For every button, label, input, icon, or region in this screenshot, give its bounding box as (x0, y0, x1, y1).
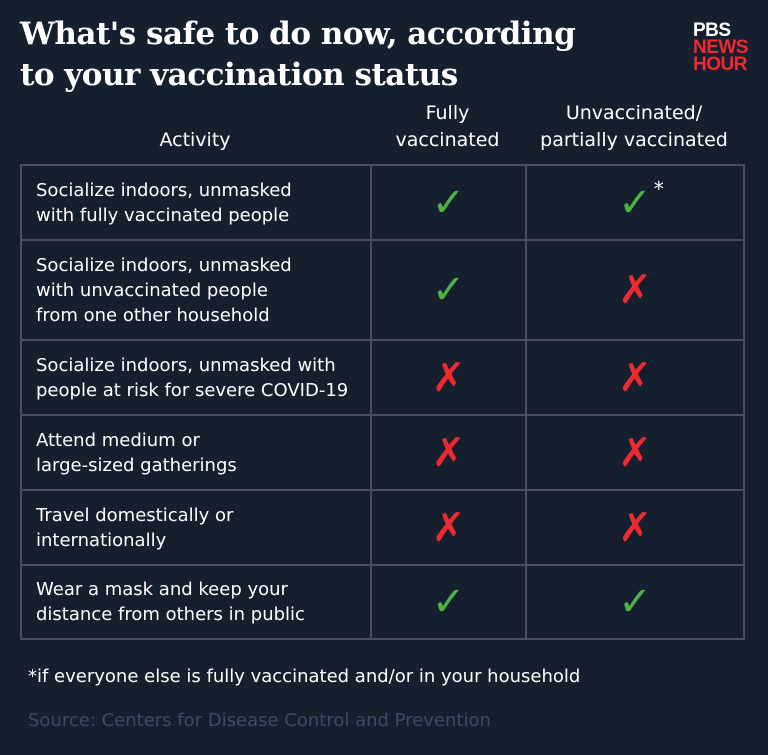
table-row: Wear a mask and keep your distance from o… (20, 564, 745, 640)
header-unvaccinated: Unvaccinated/partially vaccinated (520, 100, 748, 154)
source: Source: Centers for Disease Control and … (28, 710, 491, 731)
activity-text: internationally (36, 529, 167, 551)
unvax-cell: ✗ (525, 339, 745, 416)
activity-text: Attend medium or (36, 429, 200, 451)
check-icon: ✓ (431, 179, 466, 226)
logo-pbs: PBS (693, 20, 731, 41)
check-icon: ✓ (431, 267, 466, 313)
title-line-2: to your vaccination status (20, 57, 458, 93)
cross-icon: ✗ (618, 429, 652, 476)
cross-icon: ✗ (431, 504, 466, 551)
activity-text: from one other household (36, 304, 270, 326)
table-row: Socialize indoors, unmasked with fully va… (20, 164, 745, 241)
fully-cell: ✗ (370, 414, 527, 491)
header-unvax-line1: Unvaccinated/ (565, 102, 703, 124)
header-fully-vaccinated: Fully vaccinated (370, 100, 525, 154)
logo-news: NEWS (693, 37, 749, 58)
logo-hour: HOUR (693, 54, 747, 75)
activity-text: Socialize indoors, unmasked (36, 254, 292, 276)
header-unvax-line2: partially vaccinated (540, 129, 728, 151)
unvax-cell: ✗ (525, 489, 745, 566)
check-icon: ✓ (431, 579, 466, 625)
cross-icon: ✗ (618, 354, 652, 401)
activity-text: with unvaccinated people (36, 279, 268, 301)
page-title: What's safe to do now, according to your … (20, 14, 576, 96)
activity-cell: Socialize indoors, unmasked with people a… (20, 339, 372, 416)
fully-cell: ✓ (370, 564, 527, 640)
footnote: *if everyone else is fully vaccinated an… (28, 666, 581, 687)
title-line-1: What's safe to do now, according (20, 16, 576, 52)
unvax-cell: ✓ (525, 564, 745, 640)
activity-text: with fully vaccinated people (36, 204, 290, 226)
activity-text: people at risk for severe COVID-19 (36, 379, 349, 401)
header-activity: Activity (159, 129, 231, 151)
activity-cell: Attend medium or large-sized gatherings (20, 414, 372, 491)
fully-cell: ✗ (370, 339, 527, 416)
vaccination-activity-table: Socialize indoors, unmasked with fully va… (20, 164, 745, 640)
fully-cell: ✓ (370, 164, 527, 241)
cross-icon: ✗ (431, 354, 466, 401)
activity-text: Socialize indoors, unmasked (36, 179, 292, 201)
activity-cell: Socialize indoors, unmasked with unvaccin… (20, 239, 372, 341)
pbs-newshour-logo: PBS NEWS HOUR (693, 20, 749, 75)
table-row: Socialize indoors, unmasked with people a… (20, 339, 745, 416)
unvax-cell: ✗ (525, 414, 745, 491)
unvax-cell: ✓ * (525, 164, 745, 241)
cross-icon: ✗ (618, 267, 652, 313)
header-fully-line1: Fully (425, 102, 470, 124)
table-row: Travel domestically or internationally ✗ ✗ (20, 489, 745, 566)
activity-text: Wear a mask and keep your (36, 579, 288, 600)
cross-icon: ✗ (618, 504, 652, 551)
activity-text: distance from others in public (36, 604, 305, 625)
activity-cell: Wear a mask and keep your distance from o… (20, 564, 372, 640)
table-row: Socialize indoors, unmasked with unvaccin… (20, 239, 745, 341)
table-row: Attend medium or large-sized gatherings ✗ ✗ (20, 414, 745, 491)
check-icon: ✓ (618, 579, 652, 625)
fully-cell: ✓ (370, 239, 527, 341)
activity-cell: Socialize indoors, unmasked with fully va… (20, 164, 372, 241)
activity-text: Travel domestically or (36, 504, 234, 526)
activity-text: Socialize indoors, unmasked with (36, 354, 336, 376)
activity-cell: Travel domestically or internationally (20, 489, 372, 566)
asterisk-note: * (653, 176, 664, 201)
fully-cell: ✗ (370, 489, 527, 566)
header-fully-line2: vaccinated (395, 129, 500, 151)
unvax-cell: ✗ (525, 239, 745, 341)
check-icon: ✓ (618, 179, 652, 226)
cross-icon: ✗ (431, 429, 466, 476)
activity-text: large-sized gatherings (36, 454, 237, 476)
